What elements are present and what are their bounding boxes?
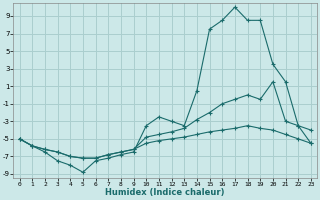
X-axis label: Humidex (Indice chaleur): Humidex (Indice chaleur) [106, 188, 225, 197]
